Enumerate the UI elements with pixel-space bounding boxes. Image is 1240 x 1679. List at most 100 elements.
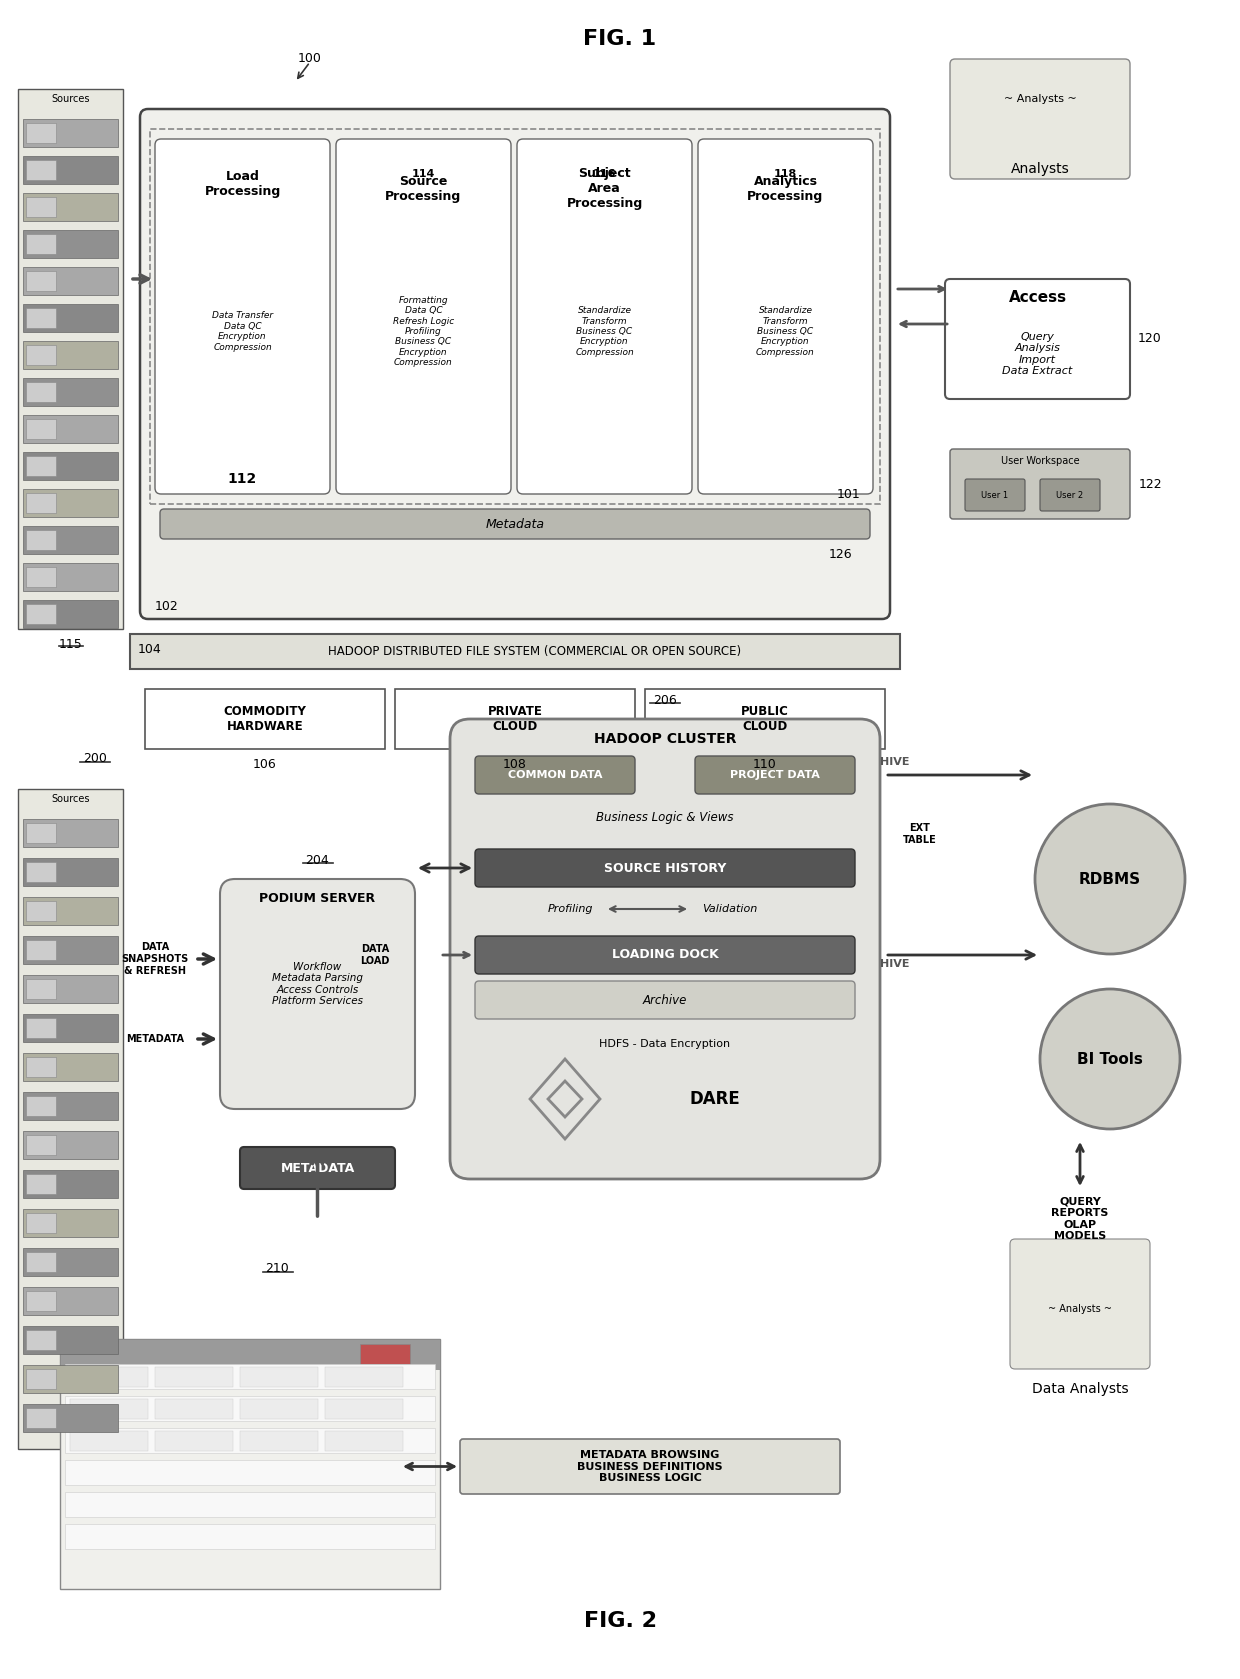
Text: 206: 206 [653,695,677,707]
Text: Validation: Validation [702,903,758,913]
Text: METADATA: METADATA [280,1162,355,1175]
Bar [24,415,118,443]
FancyBboxPatch shape [241,1147,396,1189]
Circle shape [1035,804,1185,954]
Bar [24,1053,118,1081]
Bar [24,156,118,185]
Bar [26,1253,56,1273]
Text: BI Tools: BI Tools [1078,1051,1143,1066]
Bar [26,940,56,960]
Bar [24,897,118,925]
Bar [64,1395,435,1420]
Text: 210: 210 [265,1263,289,1276]
Bar [26,457,56,477]
Circle shape [1040,989,1180,1128]
Text: 100: 100 [298,52,322,65]
Text: 122: 122 [1138,477,1162,490]
Bar [24,1132,118,1159]
Text: 101: 101 [836,487,861,500]
Bar [26,823,56,843]
Text: LOADING DOCK: LOADING DOCK [611,949,718,962]
Bar [26,420,56,438]
Bar [155,1367,233,1387]
Bar [24,267,118,296]
Bar [26,1058,56,1076]
Text: PODIUM SERVER: PODIUM SERVER [259,893,376,905]
Text: HDFS - Data Encryption: HDFS - Data Encryption [599,1039,730,1049]
Text: 115: 115 [58,638,82,650]
Bar [26,383,56,401]
FancyBboxPatch shape [945,279,1130,400]
Bar [26,1291,56,1311]
Bar [26,494,56,514]
Text: Sources: Sources [51,794,89,804]
Text: DARE: DARE [689,1090,740,1108]
Bar [24,341,118,369]
Bar [24,1170,118,1199]
Bar [24,119,118,148]
Text: Sources: Sources [51,94,89,104]
Text: 106: 106 [253,757,277,771]
Bar [69,1399,148,1419]
FancyBboxPatch shape [460,1439,839,1494]
Text: User Workspace: User Workspace [1001,457,1079,467]
Text: DATA
LOAD: DATA LOAD [361,944,389,965]
Bar [24,304,118,332]
Text: User 2: User 2 [1056,490,1084,499]
FancyBboxPatch shape [475,850,856,887]
FancyBboxPatch shape [475,981,856,1019]
FancyBboxPatch shape [698,139,873,494]
Bar [396,688,635,749]
Bar [24,819,118,846]
Bar [325,1367,403,1387]
FancyBboxPatch shape [950,59,1130,180]
Bar [26,531,56,551]
Text: Standardize
Transform
Business QC
Encryption
Compression: Standardize Transform Business QC Encryp… [756,306,815,358]
Bar [26,196,56,217]
Bar [69,1431,148,1451]
Text: Query
Analysis
Import
Data Extract: Query Analysis Import Data Extract [1002,331,1073,376]
FancyBboxPatch shape [517,139,692,494]
Text: Business Logic & Views: Business Logic & Views [596,811,734,823]
Text: Load
Processing: Load Processing [205,170,280,198]
Text: 200: 200 [83,752,107,766]
FancyBboxPatch shape [450,719,880,1179]
Bar [64,1429,435,1452]
Text: 108: 108 [503,757,527,771]
Bar [24,858,118,887]
Text: SOURCE HISTORY: SOURCE HISTORY [604,861,727,875]
Bar [24,562,118,591]
Bar [24,1365,118,1394]
Text: EXT
TABLE: EXT TABLE [903,823,937,845]
Bar [26,233,56,254]
Bar [26,604,56,625]
Bar [155,1431,233,1451]
Bar [69,1367,148,1387]
Bar [26,902,56,922]
FancyBboxPatch shape [950,448,1130,519]
FancyBboxPatch shape [219,880,415,1110]
Bar [24,230,118,259]
Text: DATA
SNAPSHOTS
& REFRESH: DATA SNAPSHOTS & REFRESH [122,942,188,975]
Text: METADATA BROWSING
BUSINESS DEFINITIONS
BUSINESS LOGIC: METADATA BROWSING BUSINESS DEFINITIONS B… [577,1451,723,1483]
FancyBboxPatch shape [140,109,890,620]
Text: COMMODITY
HARDWARE: COMMODITY HARDWARE [223,705,306,734]
Bar [130,635,900,668]
Text: FIG. 2: FIG. 2 [584,1610,656,1630]
Text: PROJECT DATA: PROJECT DATA [730,771,820,781]
Text: ~ Analysts ~: ~ Analysts ~ [1003,94,1076,104]
Text: RDBMS: RDBMS [1079,871,1141,887]
Bar [26,160,56,180]
Bar [241,1399,317,1419]
Text: HIVE: HIVE [880,959,910,969]
Bar [24,1014,118,1043]
Text: Formatting
Data QC
Refresh Logic
Profiling
Business QC
Encryption
Compression: Formatting Data QC Refresh Logic Profili… [393,296,454,368]
Bar [26,1174,56,1194]
Bar [26,1409,56,1429]
Bar [24,1404,118,1432]
Bar [325,1431,403,1451]
Text: FIG. 1: FIG. 1 [584,29,656,49]
FancyBboxPatch shape [1040,479,1100,510]
Bar [26,344,56,364]
Bar [360,1343,410,1363]
